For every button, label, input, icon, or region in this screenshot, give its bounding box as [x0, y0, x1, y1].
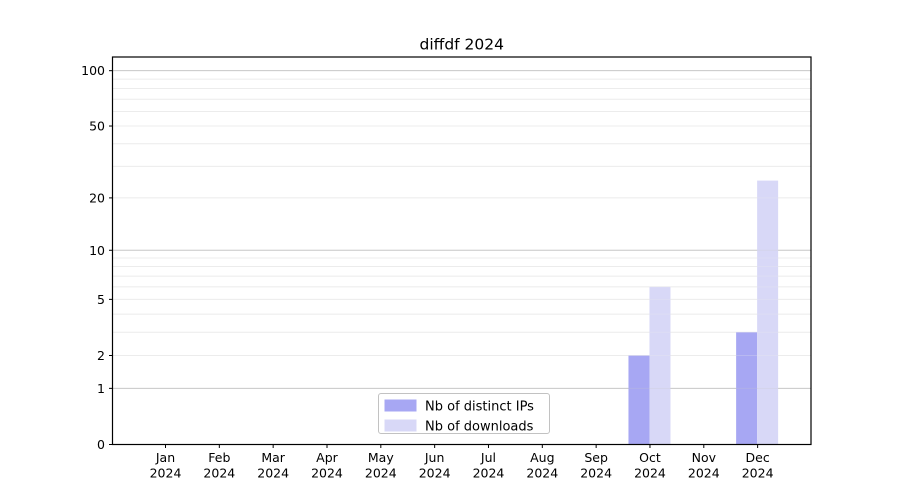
x-tick-label-month: Jun: [424, 450, 445, 465]
x-tick-label-month: Nov: [692, 450, 717, 465]
x-tick-label-month: Dec: [746, 450, 770, 465]
y-tick-label: 50: [89, 119, 105, 134]
x-tick-label-year: 2024: [742, 466, 774, 481]
y-tick-label: 5: [97, 292, 105, 307]
x-tick-label-month: Apr: [316, 450, 338, 465]
bars-layer: [628, 180, 779, 445]
x-tick-label-month: May: [368, 450, 394, 465]
y-tick-label: 20: [89, 190, 105, 205]
x-tick-label-year: 2024: [526, 466, 558, 481]
tick-marks-layer: [109, 70, 759, 448]
y-tick-label: 2: [97, 348, 105, 363]
x-tick-label-year: 2024: [203, 466, 235, 481]
chart-title: diffdf 2024: [420, 36, 505, 54]
x-tick-label-year: 2024: [473, 466, 505, 481]
x-tick-label-month: Feb: [208, 450, 230, 465]
x-tick-label-year: 2024: [688, 466, 720, 481]
legend-swatch-distinct-ips: [384, 399, 417, 412]
bar-distinct-ips: [628, 355, 650, 445]
y-tick-label: 100: [81, 63, 105, 78]
x-tick-label-month: Oct: [639, 450, 661, 465]
bar-distinct-ips: [736, 332, 758, 445]
x-axis-labels: Jan2024Feb2024Mar2024Apr2024May2024Jun20…: [150, 450, 774, 481]
gridlines-layer: [112, 70, 811, 389]
y-tick-label: 0: [97, 437, 105, 452]
x-tick-label-year: 2024: [419, 466, 451, 481]
legend-swatch-downloads: [384, 419, 417, 432]
y-tick-label: 1: [97, 381, 105, 396]
legend: Nb of distinct IPs Nb of downloads: [378, 393, 550, 435]
x-tick-label-month: Jul: [480, 450, 496, 465]
legend-label-downloads: Nb of downloads: [425, 420, 534, 435]
y-tick-label: 10: [89, 243, 105, 258]
x-tick-label-year: 2024: [634, 466, 666, 481]
x-tick-label-year: 2024: [580, 466, 612, 481]
x-tick-label-month: Aug: [530, 450, 554, 465]
y-axis-labels: 0 1 2 5 10 20 50 100: [81, 63, 105, 452]
x-tick-label-year: 2024: [257, 466, 289, 481]
legend-label-distinct-ips: Nb of distinct IPs: [425, 400, 534, 415]
x-tick-label-month: Jan: [155, 450, 175, 465]
x-tick-label-year: 2024: [150, 466, 182, 481]
x-tick-label-month: Sep: [584, 450, 608, 465]
x-tick-label-year: 2024: [311, 466, 343, 481]
x-tick-label-year: 2024: [365, 466, 397, 481]
legend-box: [378, 393, 550, 434]
bar-downloads: [649, 286, 671, 445]
bar-downloads: [757, 180, 779, 445]
gridlines-overlay-layer: [112, 70, 811, 389]
x-tick-label-month: Mar: [261, 450, 285, 465]
